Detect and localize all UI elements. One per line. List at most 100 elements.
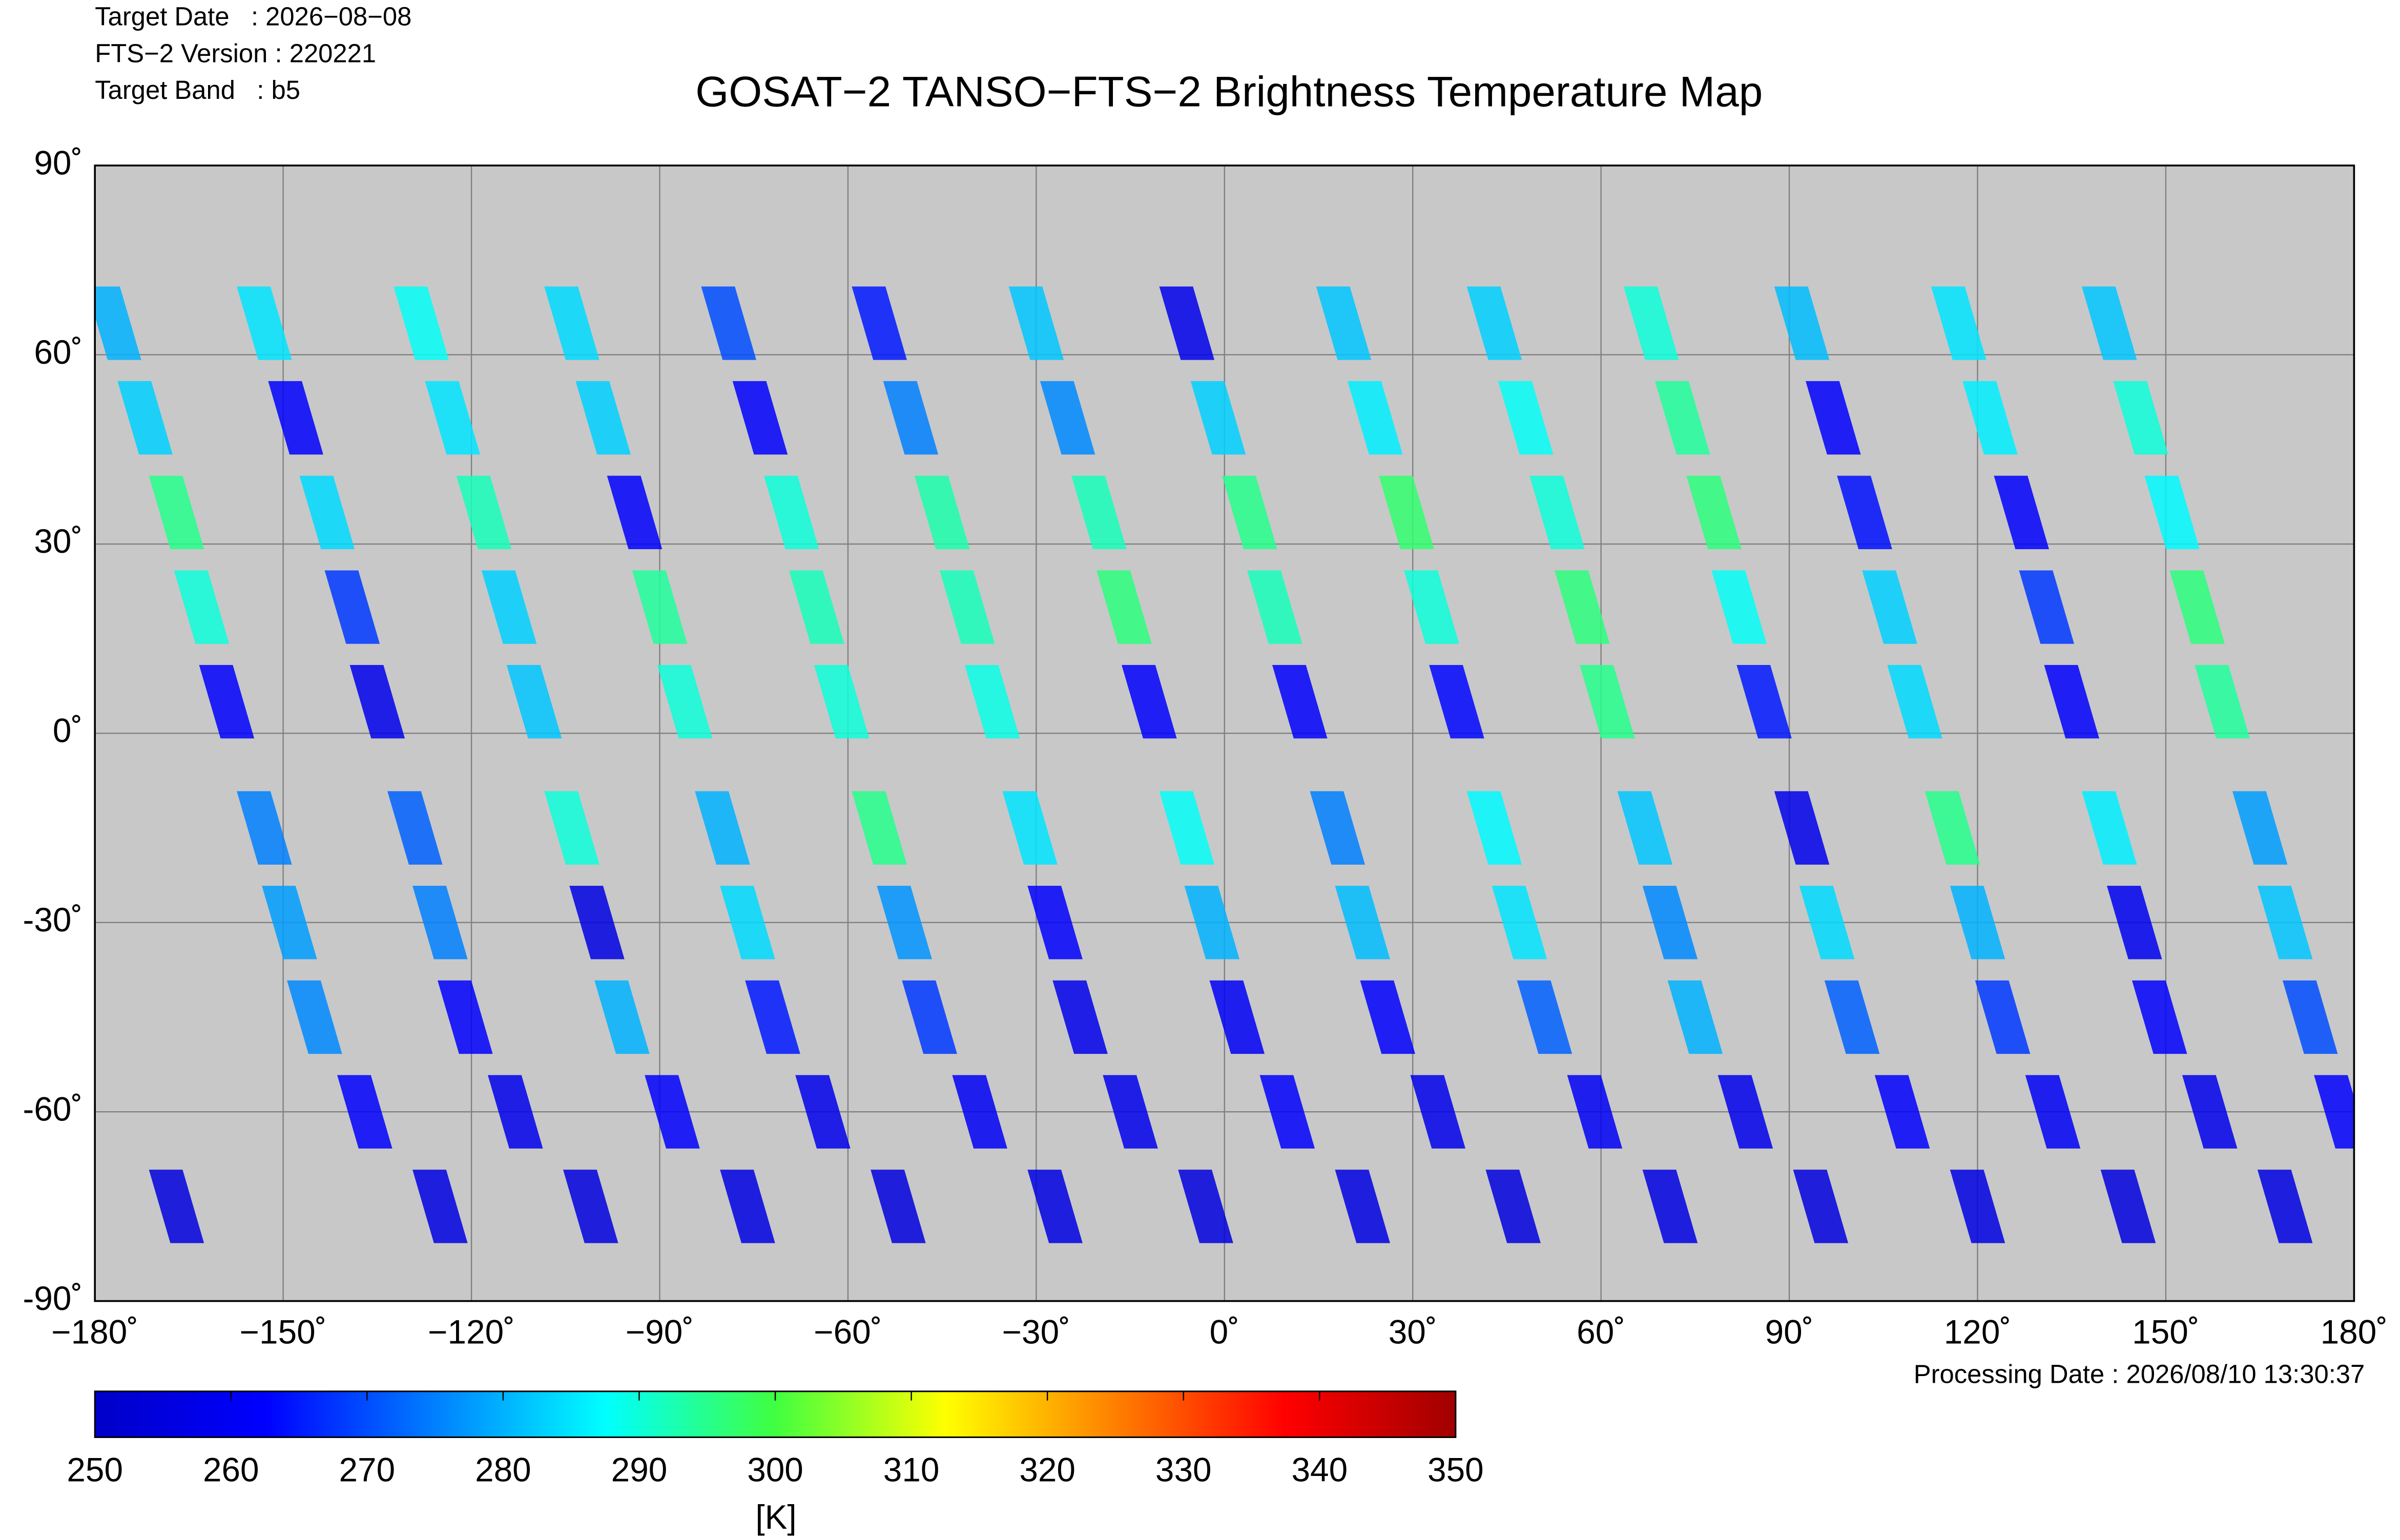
swath-point: [2025, 1075, 2081, 1149]
swath-point: [645, 1075, 700, 1149]
colorbar-tick-label: 280: [475, 1451, 531, 1489]
swath-point: [2282, 980, 2338, 1054]
swath-point: [939, 570, 995, 644]
swath-point: [1617, 791, 1673, 865]
swath-point: [2106, 886, 2162, 960]
swath-point: [174, 570, 230, 644]
swath-point: [814, 665, 870, 739]
swath-point: [1360, 980, 1416, 1054]
annotation: FTS−2 Version : 220221: [95, 38, 376, 68]
swath-point: [1335, 1170, 1391, 1243]
swath-point: [2081, 286, 2137, 360]
swath-point: [1404, 570, 1459, 644]
swath-point: [149, 1170, 204, 1243]
y-tick-label: -60˚: [23, 1091, 82, 1128]
colorbar-tick-label: 320: [1019, 1451, 1075, 1489]
swath-point: [852, 791, 907, 865]
swath-point: [1736, 665, 1792, 739]
swath-point: [2100, 1170, 2156, 1243]
swath-point: [1272, 665, 1328, 739]
y-tick-label: 0˚: [53, 712, 82, 750]
swath-point: [1874, 1075, 1930, 1149]
swath-point: [607, 475, 663, 550]
swath-point: [2182, 1075, 2238, 1149]
colorbar-tick-label: 350: [1427, 1451, 1484, 1489]
x-tick-label: −60˚: [814, 1314, 882, 1351]
swath-point: [1159, 286, 1215, 360]
swath-point: [575, 381, 631, 455]
colorbar-tick-label: 330: [1155, 1451, 1212, 1489]
swath-point: [324, 570, 380, 644]
swath-point: [1159, 791, 1215, 865]
swath-point: [1555, 570, 1610, 644]
swath-point: [237, 286, 292, 360]
swath-point: [1209, 980, 1265, 1054]
swath-point: [720, 886, 775, 960]
swath-point: [149, 475, 204, 550]
swath-point: [1466, 791, 1522, 865]
swath-point: [1517, 980, 1573, 1054]
colorbar-tick-label: 310: [883, 1451, 940, 1489]
swath-point: [763, 475, 819, 550]
x-tick-label: 180˚: [2321, 1314, 2388, 1351]
swath-point: [914, 475, 970, 550]
swath-point: [1667, 980, 1723, 1054]
swath-point: [506, 665, 562, 739]
swath-point: [1466, 286, 1522, 360]
swath-point: [387, 791, 443, 865]
swath-point: [1950, 886, 2005, 960]
x-tick-label: −150˚: [240, 1314, 327, 1351]
swath-point: [412, 886, 468, 960]
swath-point: [488, 1075, 543, 1149]
x-tick-label: −90˚: [626, 1314, 694, 1351]
swath-point: [1580, 665, 1635, 739]
y-tick-label: 60˚: [34, 334, 82, 371]
swath-point: [299, 475, 355, 550]
swath-point: [2232, 791, 2288, 865]
swath-point: [1950, 1170, 2005, 1243]
swath-point: [1184, 886, 1240, 960]
colorbar-label: [K]: [755, 1499, 796, 1536]
swath-point: [1799, 886, 1855, 960]
swath-point: [1686, 475, 1742, 550]
swath-point: [695, 791, 750, 865]
swath-point: [544, 286, 599, 360]
y-tick-label: 90˚: [34, 144, 82, 181]
swath-point: [287, 980, 342, 1054]
x-tick-label: 30˚: [1389, 1314, 1437, 1351]
swath-point: [2019, 570, 2075, 644]
chart-title: GOSAT−2 TANSO−FTS−2 Brightness Temperatu…: [695, 68, 1763, 116]
swath-point: [1122, 665, 1177, 739]
annotation: Target Band : b5: [95, 75, 300, 105]
swath-point: [1410, 1075, 1465, 1149]
swath-point: [199, 665, 255, 739]
swath-point: [1824, 980, 1880, 1054]
swath-point: [745, 980, 800, 1054]
swath-point: [720, 1170, 775, 1243]
swath-point: [1887, 665, 1942, 739]
swath-point: [1642, 886, 1698, 960]
swath-point: [481, 570, 537, 644]
swath-point: [1567, 1075, 1623, 1149]
swath-point: [1316, 286, 1372, 360]
x-tick-label: 90˚: [1765, 1314, 1814, 1351]
swath-point: [1096, 570, 1152, 644]
swath-point: [1793, 1170, 1849, 1243]
swath-point: [2195, 665, 2250, 739]
swath-point: [1247, 570, 1302, 644]
swath-point: [1379, 475, 1434, 550]
swath-point: [1190, 381, 1246, 455]
swath-point: [1008, 286, 1064, 360]
swath-point: [1347, 381, 1403, 455]
swath-point: [789, 570, 844, 644]
swath-point: [952, 1075, 1007, 1149]
swath-point: [1529, 475, 1585, 550]
swath-point: [1071, 475, 1127, 550]
y-tick-label: -90˚: [23, 1280, 82, 1317]
swath-point: [1994, 475, 2050, 550]
swath-point: [1310, 791, 1365, 865]
colorbar-tick-label: 340: [1291, 1451, 1348, 1489]
y-tick-label: 30˚: [34, 523, 82, 560]
